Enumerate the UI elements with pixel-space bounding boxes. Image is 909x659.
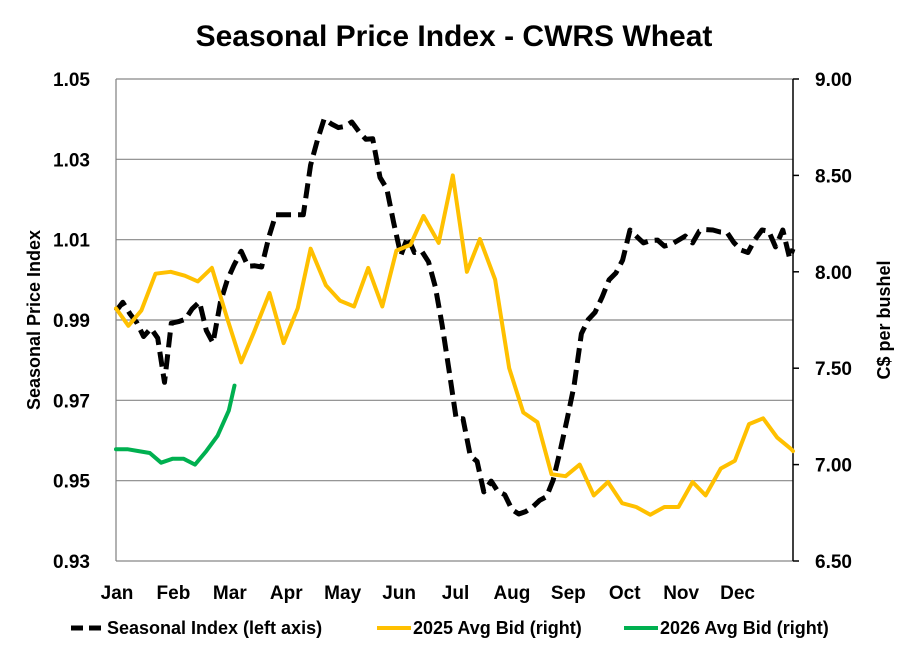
chart-title: Seasonal Price Index - CWRS Wheat	[196, 20, 713, 53]
series-line-1	[114, 173, 795, 517]
right-tick-label: 7.00	[815, 456, 852, 477]
right-tick-label: 7.50	[815, 359, 852, 380]
x-tick-label: Jan	[101, 583, 134, 604]
x-tick-label: Nov	[663, 583, 699, 604]
x-tick-label: Oct	[609, 583, 641, 604]
left-axis-ticks: 0.93 0.95 0.97 0.99 1.01 1.03 1.05	[53, 70, 90, 573]
right-tick-label: 8.00	[815, 263, 852, 284]
x-axis-ticks: Jan Feb Mar Apr May Jun Jul Aug Sep Oct Nov Dec	[101, 583, 756, 604]
right-tick-label: 9.00	[815, 70, 852, 91]
right-axis-ticks: 6.50 7.00 7.50 8.00 8.50 9.00	[815, 70, 852, 573]
legend-label-2: 2026 Avg Bid (right)	[660, 618, 829, 638]
x-tick-label: Jul	[442, 583, 469, 604]
left-tick-label: 0.95	[53, 472, 90, 493]
right-tick-label: 8.50	[815, 166, 852, 187]
left-tick-label: 1.01	[53, 231, 90, 252]
series-lines	[114, 116, 796, 517]
left-tick-label: 1.03	[53, 150, 90, 171]
x-tick-label: Feb	[157, 583, 191, 604]
legend-label-0: Seasonal Index (left axis)	[107, 618, 322, 638]
left-axis-label: Seasonal Price Index	[24, 230, 44, 410]
x-tick-label: May	[324, 583, 361, 604]
axes	[115, 78, 799, 562]
left-tick-label: 0.93	[53, 552, 90, 573]
left-tick-label: 0.97	[53, 391, 90, 412]
gridlines	[116, 78, 793, 562]
series-line-2	[114, 383, 237, 467]
x-tick-label: Jun	[382, 583, 416, 604]
x-tick-label: Mar	[213, 583, 247, 604]
left-tick-label: 1.05	[53, 70, 90, 91]
right-tick-label: 6.50	[815, 552, 852, 573]
x-tick-label: Apr	[270, 583, 303, 604]
right-axis-label: C$ per bushel	[874, 260, 894, 379]
x-tick-label: Dec	[720, 583, 755, 604]
series-line-0	[114, 116, 796, 517]
x-tick-label: Aug	[493, 583, 530, 604]
left-tick-label: 0.99	[53, 311, 90, 332]
legend: Seasonal Index (left axis) 2025 Avg Bid (…	[71, 618, 829, 638]
legend-label-1: 2025 Avg Bid (right)	[413, 618, 582, 638]
x-tick-label: Sep	[551, 583, 586, 604]
